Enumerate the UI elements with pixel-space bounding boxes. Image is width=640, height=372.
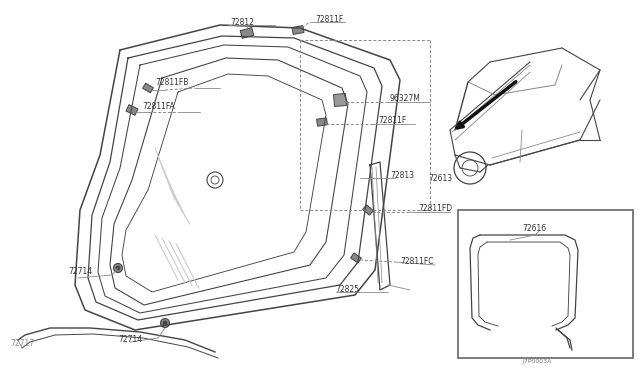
Bar: [292, 26, 304, 34]
Circle shape: [161, 318, 170, 327]
Circle shape: [163, 321, 167, 325]
Text: 72813: 72813: [390, 170, 414, 180]
Circle shape: [113, 263, 122, 273]
Text: 72811F: 72811F: [315, 15, 343, 23]
Text: 72616: 72616: [522, 224, 546, 232]
Text: 72811F: 72811F: [378, 115, 406, 125]
Text: 72714: 72714: [118, 336, 142, 344]
Bar: [143, 83, 154, 93]
Text: 72825: 72825: [335, 285, 359, 295]
Text: 72613: 72613: [428, 173, 452, 183]
Text: 72811FA: 72811FA: [142, 102, 175, 110]
Text: 96327M: 96327M: [390, 93, 421, 103]
Text: 72811FC: 72811FC: [400, 257, 433, 266]
Bar: [240, 28, 254, 38]
Circle shape: [116, 266, 120, 270]
Bar: [333, 93, 346, 106]
Text: 72714: 72714: [68, 267, 92, 276]
Text: 72717: 72717: [10, 340, 34, 349]
Text: 72811FB: 72811FB: [155, 77, 188, 87]
Text: 72812: 72812: [230, 17, 254, 26]
Bar: [126, 105, 138, 115]
Bar: [363, 205, 373, 215]
Bar: [351, 253, 362, 263]
Bar: [317, 118, 328, 126]
FancyBboxPatch shape: [458, 210, 633, 358]
Text: J7P0003A: J7P0003A: [522, 359, 552, 365]
Text: 72811FD: 72811FD: [418, 203, 452, 212]
